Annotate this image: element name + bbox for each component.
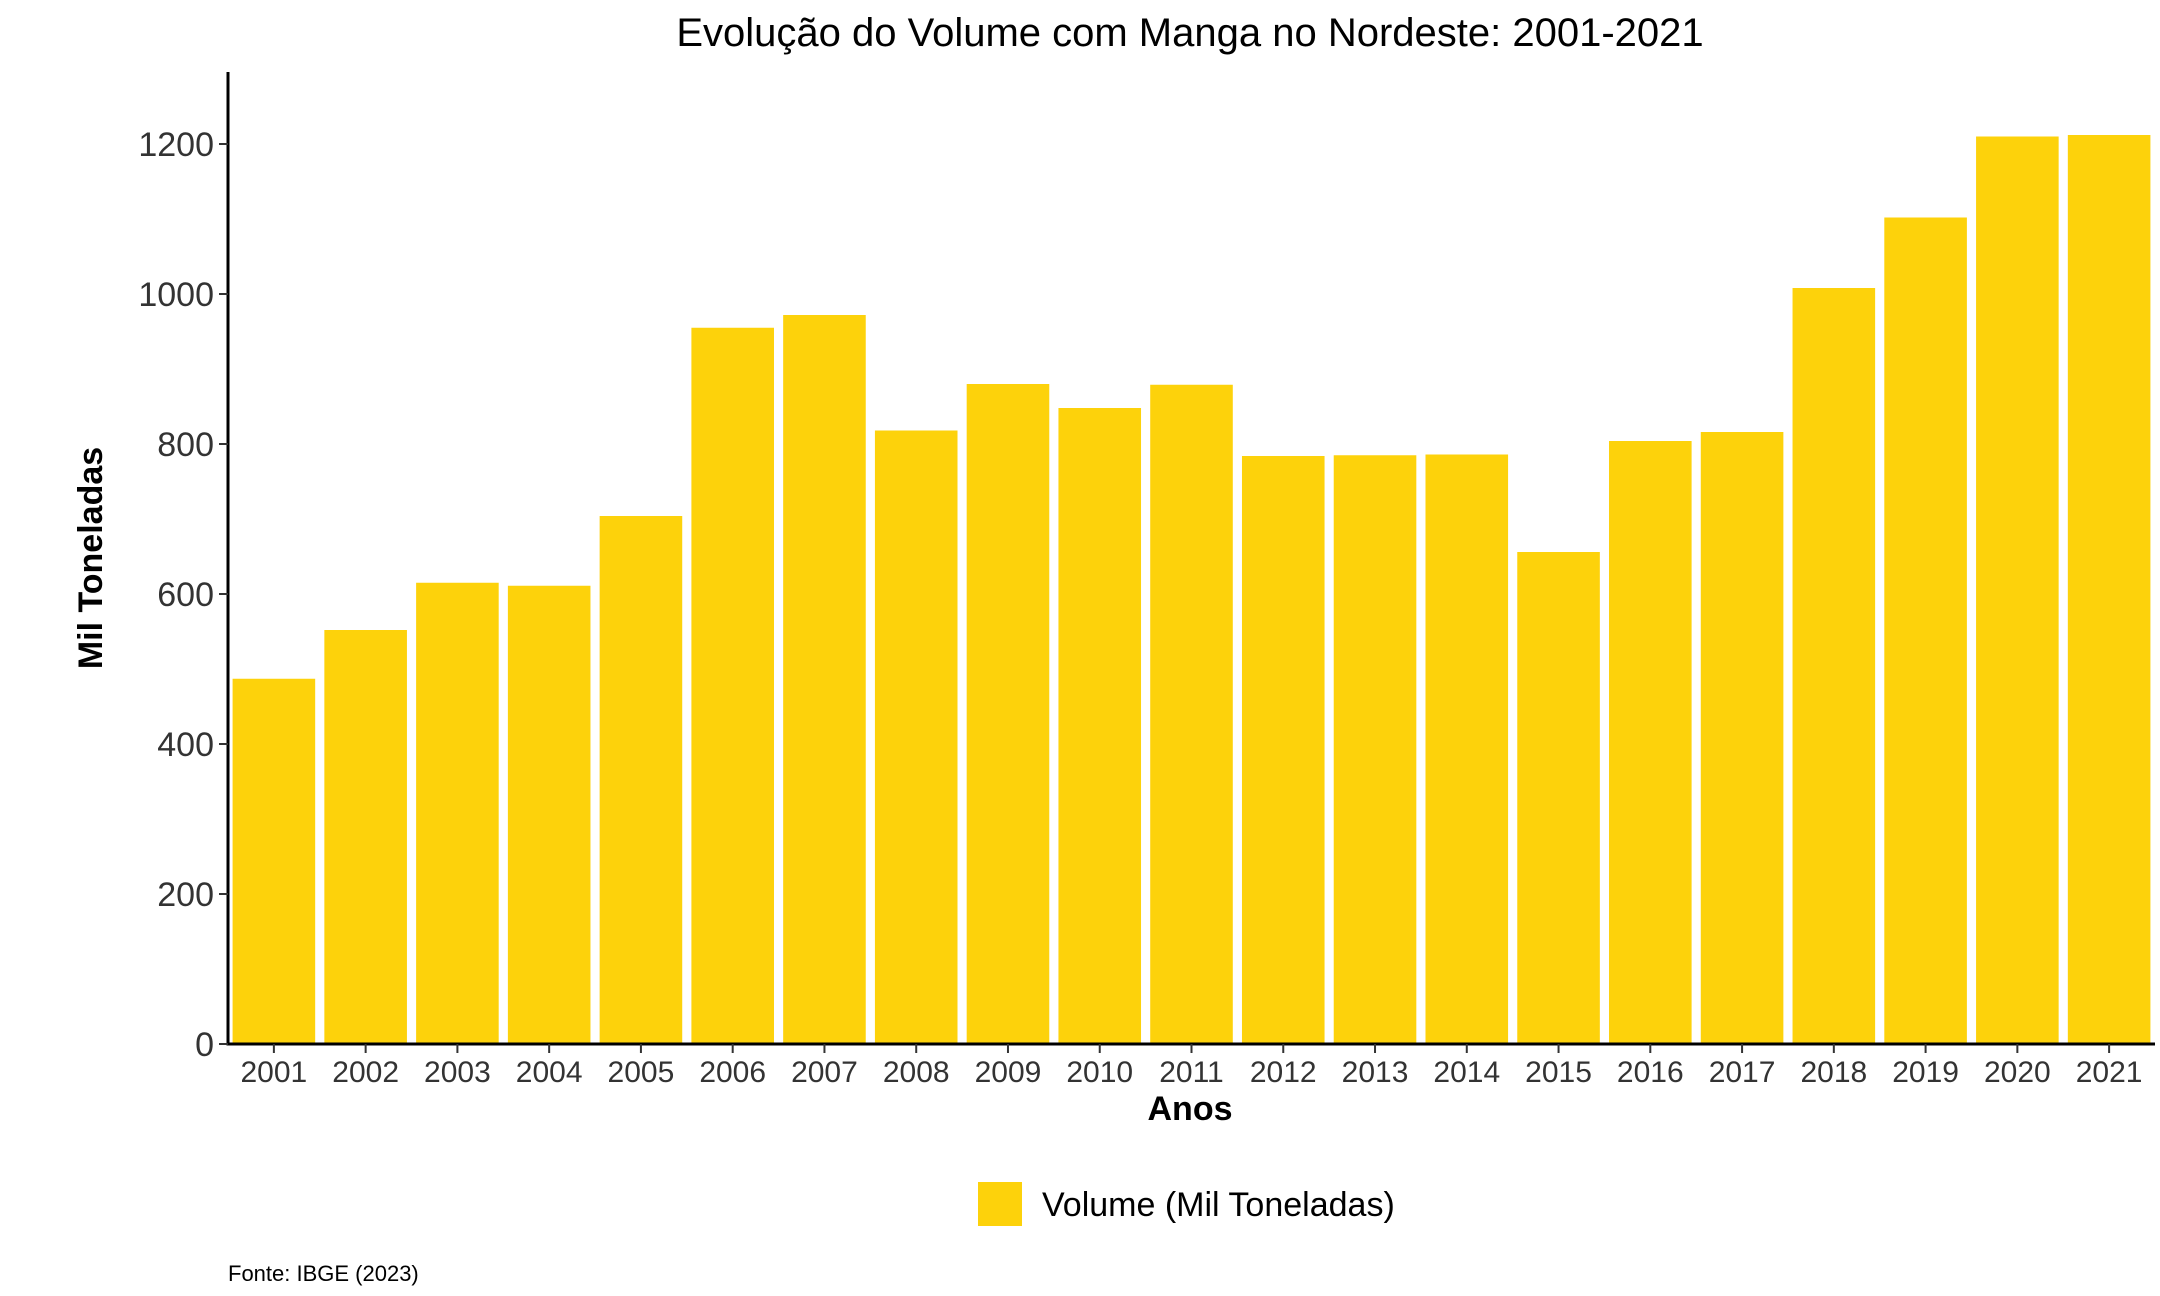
y-tick-label-400: 400	[157, 726, 214, 764]
legend-swatch	[978, 1182, 1022, 1226]
y-tick-label-1200: 1200	[138, 126, 214, 164]
y-ticks-group: 0 200 400 600 800 1000 1200	[138, 126, 228, 1064]
x-tick-label-2007: 2007	[791, 1056, 858, 1089]
x-tick-label-2011: 2011	[1159, 1056, 1224, 1089]
source-caption: Fonte: IBGE (2023)	[228, 1261, 419, 1286]
legend: Volume (Mil Toneladas)	[978, 1182, 1395, 1226]
bar-2019	[1884, 217, 1967, 1044]
y-tick-label-1000: 1000	[138, 276, 214, 314]
bar-2014	[1425, 454, 1509, 1044]
x-tick-label-2014: 2014	[1433, 1056, 1500, 1089]
y-tick-label-800: 800	[157, 426, 214, 464]
x-tick-label-2004: 2004	[516, 1056, 583, 1089]
bar-2001	[232, 678, 316, 1044]
bar-2012	[1241, 456, 1325, 1044]
x-tick-label-2002: 2002	[332, 1056, 399, 1089]
bar-2016	[1609, 441, 1692, 1044]
bar-2010	[1058, 408, 1142, 1044]
bar-2017	[1700, 432, 1784, 1044]
x-tick-label-2008: 2008	[883, 1056, 950, 1089]
x-tick-label-2013: 2013	[1342, 1056, 1409, 1089]
bar-2011	[1150, 384, 1233, 1044]
legend-label: Volume (Mil Toneladas)	[1042, 1186, 1395, 1224]
x-tick-label-2015: 2015	[1525, 1056, 1592, 1089]
bar-2004	[507, 585, 591, 1044]
bar-2002	[324, 630, 407, 1044]
x-tick-label-2003: 2003	[424, 1056, 491, 1089]
x-tick-label-2020: 2020	[1984, 1056, 2051, 1089]
y-tick-label-0: 0	[195, 1026, 214, 1064]
chart-title: Evolução do Volume com Manga no Nordeste…	[676, 11, 1703, 55]
bar-2020	[1976, 136, 2059, 1044]
bar-2021	[2067, 135, 2151, 1044]
x-tick-label-2018: 2018	[1800, 1056, 1867, 1089]
bar-2005	[599, 516, 683, 1044]
bar-2006	[691, 327, 774, 1044]
x-tick-label-2010: 2010	[1066, 1056, 1133, 1089]
bar-2015	[1517, 552, 1600, 1044]
x-tick-label-2012: 2012	[1250, 1056, 1317, 1089]
x-tick-label-2006: 2006	[699, 1056, 766, 1089]
bar-2013	[1333, 455, 1417, 1044]
bar-2018	[1792, 288, 1876, 1044]
x-tick-label-2001: 2001	[241, 1056, 308, 1089]
bar-2009	[966, 384, 1050, 1044]
y-tick-label-200: 200	[157, 876, 214, 914]
x-tick-label-2005: 2005	[608, 1056, 675, 1089]
bar-2007	[783, 315, 866, 1044]
x-axis-title: Anos	[1148, 1090, 1233, 1128]
bar-2008	[874, 430, 958, 1044]
x-tick-label-2017: 2017	[1709, 1056, 1776, 1089]
x-tick-label-2021: 2021	[2076, 1056, 2143, 1089]
x-tick-label-2009: 2009	[975, 1056, 1042, 1089]
y-tick-label-600: 600	[157, 576, 214, 614]
x-tick-label-2019: 2019	[1892, 1056, 1959, 1089]
y-axis-title: Mil Toneladas	[72, 447, 110, 669]
x-ticks-group: 2001 2002 2003 2004 2005 2006 2007 2008 2009 2010…	[241, 1044, 2143, 1089]
bar-2003	[416, 582, 499, 1044]
bars-group	[232, 135, 2151, 1044]
x-tick-label-2016: 2016	[1617, 1056, 1684, 1089]
